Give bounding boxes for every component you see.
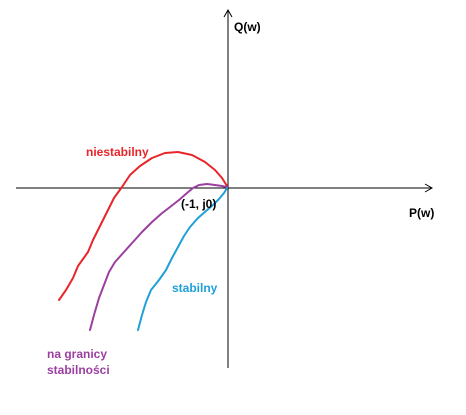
- label-unstable: niestabilny: [86, 145, 149, 159]
- critical-point-label: (-1, j0): [181, 197, 216, 211]
- horizontal-axis-label: P(w): [409, 206, 434, 220]
- horizontal-axis-arrowhead: [424, 183, 434, 193]
- label-boundary-line1: na granicy: [47, 347, 107, 361]
- curve-stable: [137, 187, 228, 331]
- curve-unstable: [58, 151, 228, 301]
- curve-boundary: [89, 183, 228, 331]
- vertical-axis-arrowhead: [223, 8, 233, 18]
- label-boundary-line2: stabilności: [47, 363, 110, 377]
- label-stable: stabilny: [172, 281, 218, 295]
- vertical-axis-label: Q(w): [234, 20, 261, 34]
